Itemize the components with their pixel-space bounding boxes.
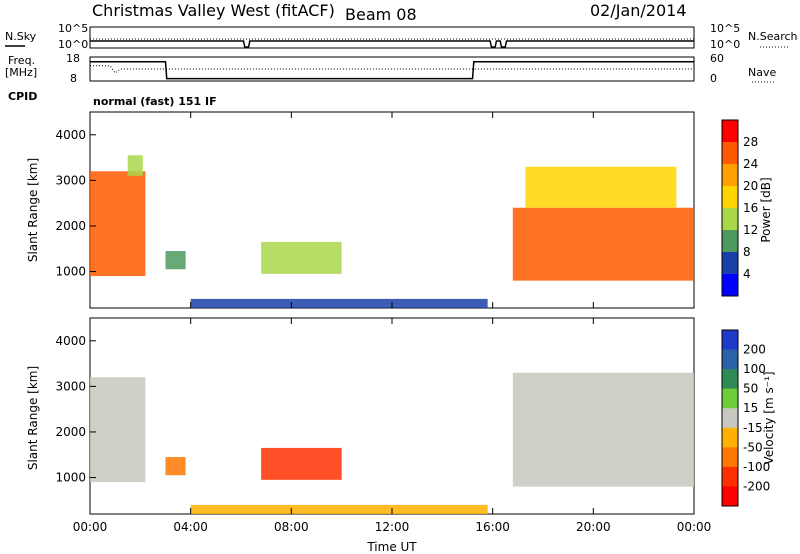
power-ytick-label-3: 4000 (55, 128, 86, 142)
power-colorbar-swatch-7 (722, 274, 738, 297)
velocity-colorbar-swatch-7 (722, 466, 738, 487)
cpid-value: normal (fast) 151 IF (93, 95, 217, 108)
x-tick-label-0: 00:00 (73, 520, 108, 534)
velocity-ytick-label-0: 1000 (55, 471, 86, 485)
velocity-region-2 (261, 447, 342, 480)
velocity-colorbar-swatch-1 (722, 349, 738, 370)
power-region-0 (90, 171, 146, 277)
power-region-1 (127, 155, 143, 176)
velocity-ylabel: Slant Range [km] (26, 366, 40, 470)
power-colorbar-tick-0: 28 (743, 135, 758, 149)
x-axis-label: Time UT (366, 540, 417, 554)
velocity-colorbar-tick-4: -15 (743, 421, 763, 435)
velocity-region-1 (165, 457, 186, 476)
x-tick-label-6: 00:00 (677, 520, 712, 534)
beam-label: Beam 08 (345, 5, 417, 24)
velocity-colorbar-swatch-6 (722, 447, 738, 468)
freq-label-1: Freq. (8, 54, 35, 67)
nave-label: Nave (748, 66, 776, 79)
power-panel: 1000 2000 3000 4000 Slant Range [km] (26, 111, 695, 309)
velocity-region-3 (512, 372, 694, 487)
velocity-colorbar-tick-7: -200 (743, 479, 770, 493)
x-tick-label-5: 20:00 (576, 520, 611, 534)
power-colorbar-swatch-5 (722, 230, 738, 253)
power-colorbar-swatch-4 (722, 208, 738, 231)
velocity-colorbar-tick-2: 50 (743, 382, 758, 396)
power-colorbar-frame (721, 119, 739, 297)
velocity-ytick-label-1: 2000 (55, 425, 86, 439)
power-ytick-label-2: 3000 (55, 173, 86, 187)
power-region-4 (512, 207, 694, 281)
velocity-panel: 1000 2000 3000 4000 Slant Range [km] (26, 317, 695, 515)
power-colorbar-swatch-1 (722, 142, 738, 165)
power-colorbar-label: Power [dB] (759, 177, 773, 242)
velocity-colorbar-swatch-4 (722, 408, 738, 429)
velocity-colorbar-tick-0: 200 (743, 343, 766, 357)
power-colorbar-swatch-2 (722, 164, 738, 187)
nave-right-tick-bottom: 0 (710, 72, 717, 85)
power-colorbar-tick-3: 16 (743, 201, 758, 215)
power-colorbar-swatch-0 (722, 120, 738, 143)
power-colorbar-swatch-3 (722, 186, 738, 209)
power-region-5 (525, 166, 677, 208)
power-ytick-label-0: 1000 (55, 265, 86, 279)
noise-left-tick-bottom: 10^0 (58, 38, 88, 51)
power-colorbar-tick-4: 12 (743, 223, 758, 237)
power-ytick-label-1: 2000 (55, 219, 86, 233)
freq-left-tick-bottom: 8 (70, 72, 77, 85)
x-tick-label-1: 04:00 (173, 520, 208, 534)
velocity-colorbar-tick-6: -100 (743, 460, 770, 474)
power-colorbar-tick-5: 8 (743, 245, 751, 259)
velocity-regions (90, 372, 694, 514)
power-colorbar-swatch-6 (722, 252, 738, 275)
power-colorbar-tick-2: 20 (743, 179, 758, 193)
velocity-colorbar-frame (721, 329, 739, 507)
power-regions (90, 155, 694, 308)
nsky-line (90, 40, 694, 48)
velocity-colorbar-swatch-8 (722, 486, 738, 507)
x-tick-label-2: 08:00 (274, 520, 309, 534)
power-region-3 (261, 241, 342, 274)
power-region-2 (165, 251, 186, 270)
freq-left-tick-top: 18 (66, 52, 80, 65)
noise-left-tick-top: 10^5 (58, 22, 88, 35)
site-title: Christmas Valley West (fitACF) (92, 1, 335, 20)
noise-panel-frame (89, 26, 695, 49)
power-colorbar-tick-1: 24 (743, 157, 758, 171)
power-region-6 (190, 298, 488, 308)
velocity-region-4 (190, 504, 488, 514)
power-y-ticks: 1000 2000 3000 4000 (55, 128, 96, 279)
velocity-colorbar-swatch-2 (722, 369, 738, 390)
nsky-label: N.Sky (5, 30, 37, 43)
freq-line (90, 61, 694, 80)
velocity-colorbar-label: Velocity [m s⁻¹] (762, 371, 776, 464)
velocity-colorbar: 200 100 50 15 -15 -50 -100 -200 (721, 329, 770, 507)
velocity-colorbar-swatch-0 (722, 330, 738, 351)
velocity-y-ticks: 1000 2000 3000 4000 (55, 334, 96, 485)
velocity-colorbar-tick-5: -50 (743, 440, 763, 454)
nave-right-tick-top: 60 (710, 52, 724, 65)
date-label: 02/Jan/2014 (590, 1, 687, 20)
nsearch-label: N.Search (748, 30, 798, 43)
nave-line (90, 65, 694, 74)
velocity-region-0 (90, 377, 146, 483)
velocity-ytick-label-3: 4000 (55, 334, 86, 348)
velocity-colorbar-tick-1: 100 (743, 362, 766, 376)
freq-label-2: [MHz] (5, 66, 37, 79)
power-colorbar: 28 24 20 16 12 8 4 (721, 119, 758, 297)
power-ylabel: Slant Range [km] (26, 158, 40, 262)
x-tick-label-3: 12:00 (375, 520, 410, 534)
velocity-colorbar-swatch-3 (722, 388, 738, 409)
cpid-label: CPID (8, 90, 37, 103)
freq-panel-frame (89, 56, 695, 82)
noise-right-tick-top: 10^5 (710, 22, 740, 35)
power-colorbar-tick-6: 4 (743, 267, 751, 281)
velocity-colorbar-swatch-5 (722, 427, 738, 448)
x-tick-label-4: 16:00 (475, 520, 510, 534)
velocity-colorbar-tick-3: 15 (743, 401, 758, 415)
x-ticks: 00:00 04:00 08:00 12:00 16:00 20:00 00:00 (73, 112, 712, 534)
noise-right-tick-bottom: 10^0 (710, 38, 740, 51)
velocity-ytick-label-2: 3000 (55, 379, 86, 393)
